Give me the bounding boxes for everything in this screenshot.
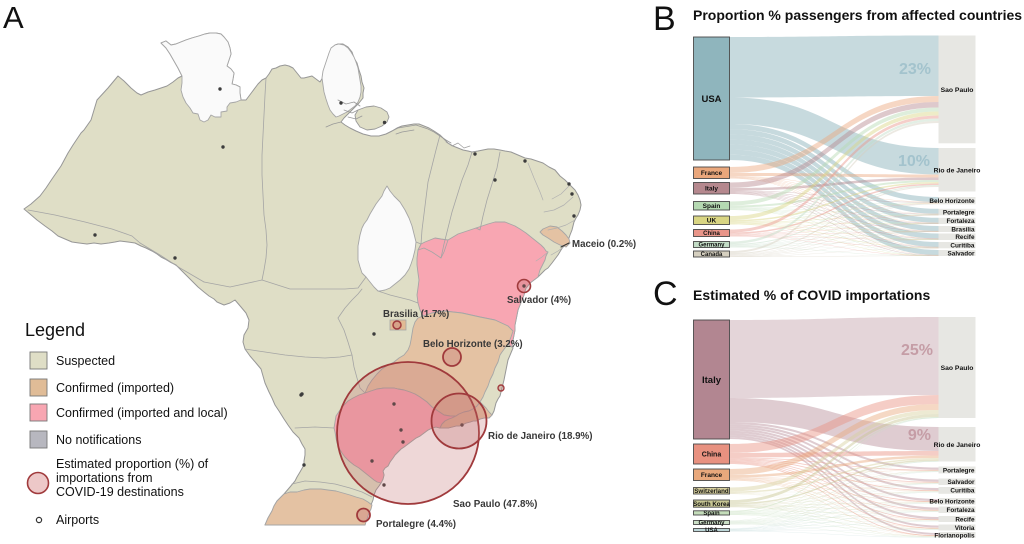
svg-text:Legend: Legend xyxy=(25,320,85,340)
svg-text:10%: 10% xyxy=(898,153,930,170)
svg-text:Sao Paulo (47.8%): Sao Paulo (47.8%) xyxy=(453,499,537,510)
svg-text:Belo Horizonte: Belo Horizonte xyxy=(929,499,975,506)
svg-text:Portalegre: Portalegre xyxy=(943,467,975,474)
svg-text:Curitiba: Curitiba xyxy=(950,242,975,249)
svg-text:USA: USA xyxy=(705,528,718,534)
svg-text:Sao Paulo: Sao Paulo xyxy=(941,365,974,372)
svg-text:Brasilia (1.7%): Brasilia (1.7%) xyxy=(383,309,449,320)
svg-text:Brasilia: Brasilia xyxy=(951,226,975,233)
svg-text:9%: 9% xyxy=(908,427,931,444)
svg-text:China: China xyxy=(702,452,722,459)
svg-text:Estimated % of COVID importati: Estimated % of COVID importations xyxy=(693,287,930,303)
svg-text:Switzerland: Switzerland xyxy=(694,488,729,495)
svg-text:Fortaleza: Fortaleza xyxy=(946,218,975,225)
svg-text:USA: USA xyxy=(701,94,721,105)
svg-text:Confirmed (imported): Confirmed (imported) xyxy=(56,381,174,395)
svg-text:Recife: Recife xyxy=(955,516,975,523)
svg-text:South Korea: South Korea xyxy=(693,501,730,508)
svg-text:Spain: Spain xyxy=(703,203,721,210)
svg-text:Italy: Italy xyxy=(705,186,718,193)
svg-text:Salvador (4%): Salvador (4%) xyxy=(507,295,571,306)
svg-text:Rio de Janeiro: Rio de Janeiro xyxy=(934,442,981,449)
svg-text:Salvador: Salvador xyxy=(948,479,976,486)
svg-text:Spain: Spain xyxy=(703,511,720,517)
svg-text:Estimated proportion (%) of: Estimated proportion (%) of xyxy=(56,457,209,471)
svg-text:Canada: Canada xyxy=(701,252,723,258)
svg-text:importations from: importations from xyxy=(56,471,153,485)
svg-text:COVID-19 destinations: COVID-19 destinations xyxy=(56,485,184,499)
svg-text:Portalegre: Portalegre xyxy=(943,209,975,216)
svg-text:China: China xyxy=(703,231,720,237)
svg-text:Airports: Airports xyxy=(56,513,99,527)
svg-text:Rio de Janeiro (18.9%): Rio de Janeiro (18.9%) xyxy=(488,431,593,442)
svg-text:Maceio (0.2%): Maceio (0.2%) xyxy=(572,239,636,250)
svg-text:Curitiba: Curitiba xyxy=(950,488,975,495)
svg-text:Suspected: Suspected xyxy=(56,354,115,368)
svg-text:Belo Horizonte (3.2%): Belo Horizonte (3.2%) xyxy=(423,339,523,350)
svg-text:Vitoria: Vitoria xyxy=(955,525,975,532)
svg-text:Portalegre (4.4%): Portalegre (4.4%) xyxy=(376,519,456,530)
svg-text:Italy: Italy xyxy=(702,375,722,386)
svg-text:23%: 23% xyxy=(899,61,931,78)
svg-text:France: France xyxy=(701,472,723,479)
svg-text:Germany: Germany xyxy=(698,521,725,527)
svg-text:Recife: Recife xyxy=(955,234,975,241)
svg-text:No notifications: No notifications xyxy=(56,433,141,447)
svg-text:Confirmed (imported and local): Confirmed (imported and local) xyxy=(56,406,228,420)
svg-text:Fortaleza: Fortaleza xyxy=(946,507,975,514)
svg-text:Germany: Germany xyxy=(698,243,725,249)
svg-text:France: France xyxy=(701,170,723,177)
svg-text:Belo Horizonte: Belo Horizonte xyxy=(929,198,975,205)
svg-text:Proportion % passengers from a: Proportion % passengers from affected co… xyxy=(693,7,1022,23)
svg-text:Rio de Janeiro: Rio de Janeiro xyxy=(934,167,981,174)
svg-text:Florianopolis: Florianopolis xyxy=(934,532,975,539)
svg-text:UK: UK xyxy=(707,218,717,225)
svg-text:A: A xyxy=(3,0,24,35)
svg-text:C: C xyxy=(653,275,678,313)
svg-text:Sao Paulo: Sao Paulo xyxy=(941,87,974,94)
svg-text:B: B xyxy=(653,0,676,38)
svg-text:Salvador: Salvador xyxy=(948,250,976,257)
svg-text:25%: 25% xyxy=(901,342,933,359)
